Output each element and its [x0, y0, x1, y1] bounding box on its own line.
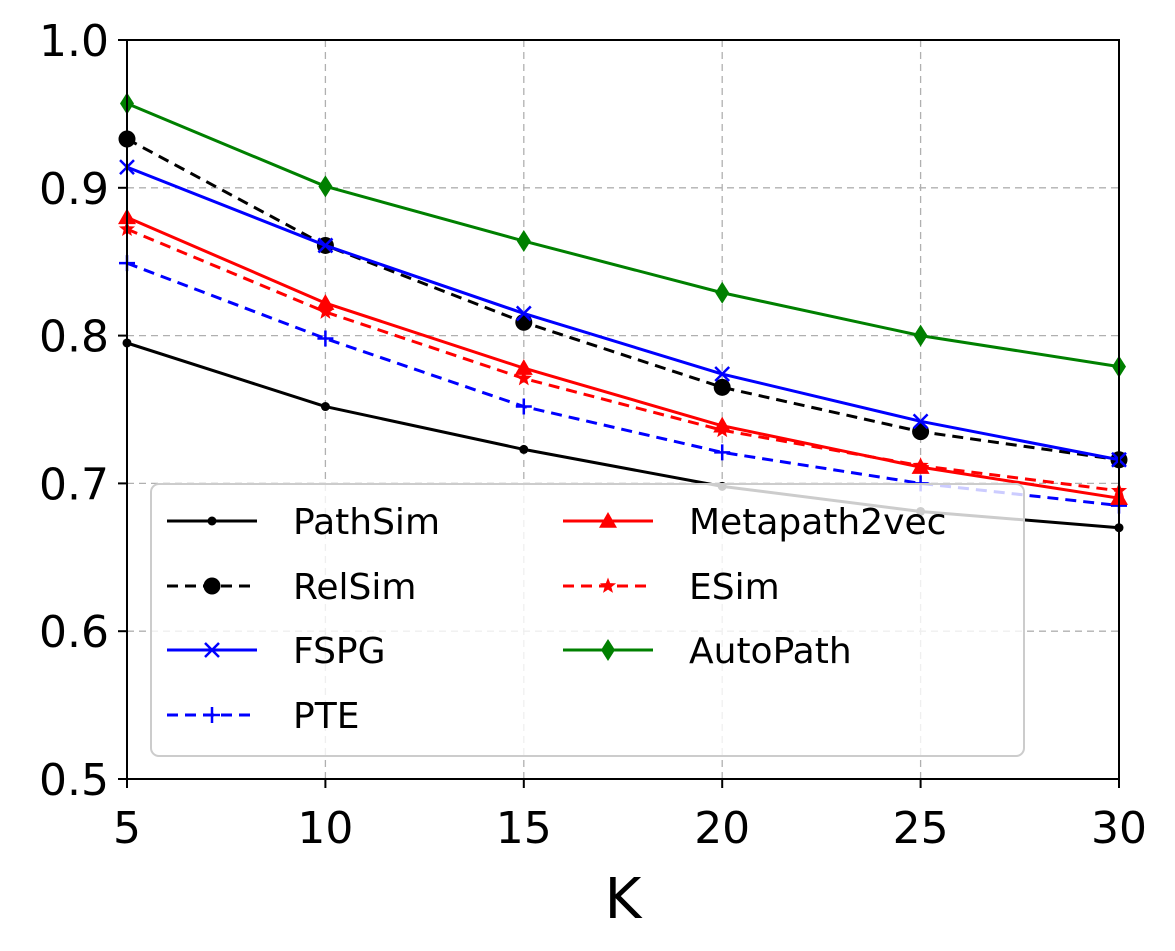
y-tick-label: 0.5 [39, 755, 109, 806]
y-tick-label: 0.6 [39, 607, 109, 658]
legend-entry-pathsim: PathSim [167, 502, 440, 543]
marker-pathsim [320, 402, 330, 412]
series-autopath [120, 92, 1126, 378]
y-tick-label: 0.9 [39, 164, 109, 215]
marker-metapath2vec [514, 359, 533, 375]
line-pte [126, 261, 1120, 508]
line-esim [126, 227, 1120, 493]
legend-marker [204, 642, 220, 658]
axis-ticks: 5 10 15 20 25 30 0.5 0.6 0.7 0.8 0.9 1.0 [39, 16, 1147, 854]
legend-box [150, 483, 1025, 757]
legend-label: PathSim [293, 502, 440, 543]
legend-marker [599, 512, 617, 528]
x-tick-label: 20 [694, 803, 750, 854]
legend-entry-autopath: AutoPath [563, 631, 852, 672]
marker-fspg [912, 413, 929, 430]
marker-relsim [713, 378, 731, 396]
x-tick-label: 25 [893, 803, 949, 854]
marker-autopath [913, 324, 928, 347]
x-tick-label: 15 [496, 803, 552, 854]
legend-entry-fspg: FSPG [167, 631, 386, 672]
marker-autopath [318, 175, 333, 198]
legend-marker [207, 516, 217, 526]
marker-esim [317, 303, 334, 319]
legend: PathSim RelSim FSPG PTE Metapath2vec ESim Auto… [150, 483, 1025, 757]
legend-marker [203, 577, 221, 595]
marker-pte [515, 398, 532, 415]
legend-entry-pte: PTE [167, 696, 359, 737]
x-axis-label: K [605, 867, 643, 932]
legend-entry-metapath2vec: Metapath2vec [563, 502, 946, 543]
y-tick-label: 0.8 [39, 312, 109, 363]
legend-label: RelSim [293, 567, 416, 608]
marker-esim [714, 421, 731, 438]
y-tick-label: 1.0 [39, 16, 109, 67]
legend-marker [204, 707, 220, 723]
line-relsim [126, 137, 1120, 462]
y-tick-label: 0.7 [39, 459, 109, 510]
marker-relsim [912, 423, 930, 441]
marker-esim [912, 457, 929, 473]
line-fspg [126, 165, 1120, 462]
legend-entry-esim: ESim [563, 567, 780, 608]
legend-label: Metapath2vec [689, 502, 946, 543]
line-autopath [126, 102, 1120, 369]
legend-marker [599, 577, 617, 593]
x-tick-label: 5 [113, 803, 141, 854]
marker-pathsim [519, 444, 529, 454]
marker-fspg [515, 305, 532, 322]
x-tick-label: 30 [1091, 803, 1147, 854]
legend-entry-relsim: RelSim [167, 567, 416, 608]
legend-marker [601, 639, 615, 661]
marker-pte [714, 444, 731, 461]
line-metapath2vec [126, 215, 1120, 500]
x-tick-label: 10 [297, 803, 353, 854]
marker-metapath2vec [316, 294, 335, 310]
legend-label: PTE [293, 696, 359, 737]
legend-label: FSPG [293, 631, 386, 672]
legend-label: ESim [689, 567, 780, 608]
plot-frame [126, 39, 1120, 780]
marker-autopath [516, 230, 531, 253]
legend-label: AutoPath [689, 631, 852, 672]
marker-fspg [714, 366, 731, 382]
marker-pte [317, 330, 334, 347]
marker-fspg [317, 237, 334, 254]
marker-autopath [715, 281, 730, 304]
marker-esim [515, 369, 532, 386]
